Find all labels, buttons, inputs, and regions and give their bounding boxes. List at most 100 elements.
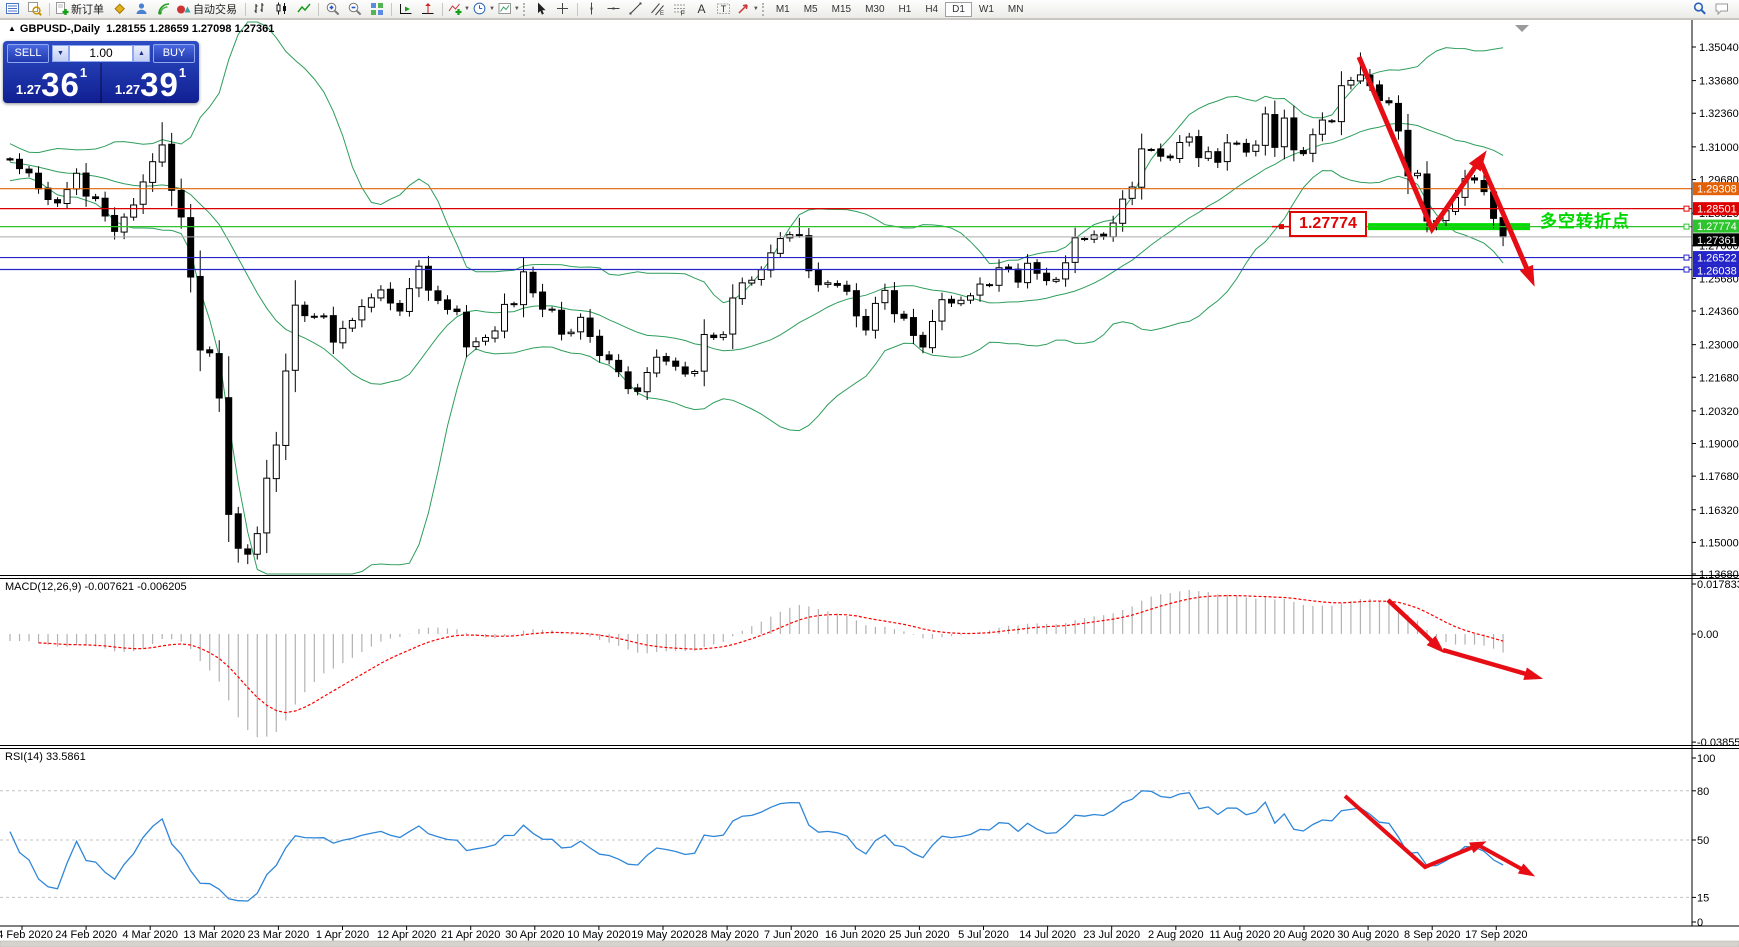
svg-text:T: T (721, 4, 727, 14)
svg-text:1.20320: 1.20320 (1699, 406, 1739, 418)
svg-text:1.31000: 1.31000 (1699, 142, 1739, 154)
timeframe-m1-button[interactable]: M1 (775, 3, 790, 15)
timeframe-w1-button[interactable]: W1 (978, 3, 994, 15)
chevron-down-icon[interactable]: ▼ (464, 6, 470, 12)
zoom-out-icon[interactable] (344, 1, 366, 18)
svg-text:1.28501: 1.28501 (1697, 204, 1737, 216)
toolbar-separator (318, 2, 319, 16)
mql5-market-icon[interactable] (109, 1, 131, 18)
svg-text:2 Aug 2020: 2 Aug 2020 (1148, 929, 1204, 941)
new-order-button[interactable]: 新订单 (53, 1, 109, 18)
vertical-line-icon[interactable] (581, 1, 603, 18)
zoom-in-icon[interactable] (322, 1, 344, 18)
tile-windows-icon[interactable] (366, 1, 388, 18)
svg-text:20 Aug 2020: 20 Aug 2020 (1273, 929, 1335, 941)
svg-text:0.017833: 0.017833 (1697, 579, 1739, 591)
ohlc-values: 1.28155 1.28659 1.27098 1.27361 (106, 23, 275, 35)
volume-stepper: ▼ 1.00 ▲ (52, 44, 150, 62)
candle-chart-icon[interactable] (271, 1, 293, 18)
toolbar-separator (576, 2, 578, 16)
timeframe-m30-button[interactable]: M30 (865, 3, 885, 15)
svg-text:16 Jun 2020: 16 Jun 2020 (825, 929, 886, 941)
svg-text:11 Aug 2020: 11 Aug 2020 (1209, 929, 1270, 941)
search-icon[interactable] (1689, 1, 1711, 18)
periods-icon[interactable]: ▼ (471, 1, 496, 18)
collapse-triangle-icon[interactable]: ▲ (8, 24, 16, 33)
svg-text:5 Jul 2020: 5 Jul 2020 (958, 929, 1009, 941)
svg-text:12 Apr 2020: 12 Apr 2020 (377, 929, 436, 941)
chat-icon[interactable] (1711, 1, 1733, 18)
cursor-icon[interactable] (530, 1, 552, 18)
one-click-trade-panel: SELL ▼ 1.00 ▲ BUY 1.27 36 1 1.27 39 1 (3, 41, 199, 103)
crosshair-icon[interactable] (552, 1, 574, 18)
horizontal-line-icon[interactable] (603, 1, 625, 18)
toolbar-separator (391, 2, 392, 16)
channel-icon[interactable]: E (647, 1, 669, 18)
svg-text:F: F (680, 11, 684, 18)
chart-shift-icon[interactable] (417, 1, 439, 18)
svg-text:1.26038: 1.26038 (1697, 266, 1737, 278)
sell-price[interactable]: 1.27 36 1 (3, 63, 100, 103)
price-level-lines[interactable] (0, 188, 1692, 273)
svg-text:23 Jul 2020: 23 Jul 2020 (1083, 929, 1140, 941)
svg-text:25 Jun 2020: 25 Jun 2020 (889, 929, 950, 941)
sell-button[interactable]: SELL (7, 43, 49, 63)
timeframe-m15-button[interactable]: M15 (831, 3, 852, 15)
pivot-price-callout[interactable]: 1.27774 (1289, 211, 1367, 237)
text-icon[interactable]: A (691, 1, 713, 18)
svg-text:50: 50 (1697, 835, 1709, 847)
svg-text:0.00: 0.00 (1697, 629, 1718, 641)
volume-down-button[interactable]: ▼ (52, 44, 69, 62)
svg-text:1.27774: 1.27774 (1697, 221, 1737, 233)
svg-text:1.13680: 1.13680 (1699, 569, 1739, 581)
auto-scroll-icon[interactable] (395, 1, 417, 18)
volume-up-button[interactable]: ▲ (133, 44, 150, 62)
indicators-icon[interactable]: ▼ (446, 1, 471, 18)
toolbar-separator (442, 2, 443, 16)
label-icon[interactable]: T (713, 1, 735, 18)
buy-price[interactable]: 1.27 39 1 (102, 63, 199, 103)
pivot-note-text[interactable]: 多空转折点 (1540, 212, 1630, 231)
autotrading-button[interactable]: 自动交易 (175, 1, 242, 18)
scrollbar[interactable] (0, 940, 1739, 947)
rsi-panel (0, 790, 1692, 902)
timeframe-h4-button[interactable]: H4 (925, 3, 939, 15)
shapes-icon[interactable]: ▼ (735, 1, 760, 18)
sell-price-sup: 1 (79, 65, 88, 80)
volume-input[interactable]: 1.00 (69, 44, 133, 62)
chart-shift-marker[interactable] (1515, 25, 1529, 32)
svg-text:1.29308: 1.29308 (1697, 184, 1737, 196)
timeframe-h1-button[interactable]: H1 (898, 3, 912, 15)
data-window-icon[interactable] (24, 1, 46, 18)
chevron-down-icon[interactable]: ▼ (513, 6, 520, 12)
timeframe-mn-button[interactable]: MN (1007, 3, 1024, 15)
price-axis[interactable]: 1.350401.336801.323601.310001.296801.283… (1692, 42, 1739, 929)
templates-icon[interactable]: ▼ (496, 1, 521, 18)
fibonacci-icon[interactable]: F (669, 1, 691, 18)
chevron-down-icon[interactable]: ▼ (752, 6, 759, 12)
svg-text:100: 100 (1697, 753, 1715, 765)
signals-icon[interactable] (153, 1, 175, 18)
svg-text:8 Sep 2020: 8 Sep 2020 (1404, 929, 1460, 941)
rsi-line (9, 790, 1504, 902)
svg-text:80: 80 (1697, 786, 1709, 798)
toolbar-separator (245, 2, 246, 16)
chevron-down-icon[interactable]: ▼ (488, 6, 495, 12)
bar-chart-icon[interactable] (249, 1, 271, 18)
market-watch-icon[interactable] (2, 1, 24, 18)
timeframe-m5-button[interactable]: M5 (803, 3, 818, 15)
svg-text:14 Feb 2020: 14 Feb 2020 (0, 929, 53, 941)
toolbar-drag-handle (522, 2, 528, 16)
trend-arrows[interactable] (1343, 56, 1544, 877)
trendline-icon[interactable] (625, 1, 647, 18)
buy-button[interactable]: BUY (153, 43, 195, 63)
timeframe-d1-button[interactable]: D1 (945, 1, 972, 17)
community-icon[interactable] (131, 1, 153, 18)
svg-text:1.15000: 1.15000 (1699, 537, 1739, 549)
line-chart-icon[interactable] (293, 1, 315, 18)
macd-signal-line (38, 594, 1504, 714)
svg-text:15: 15 (1697, 892, 1709, 904)
